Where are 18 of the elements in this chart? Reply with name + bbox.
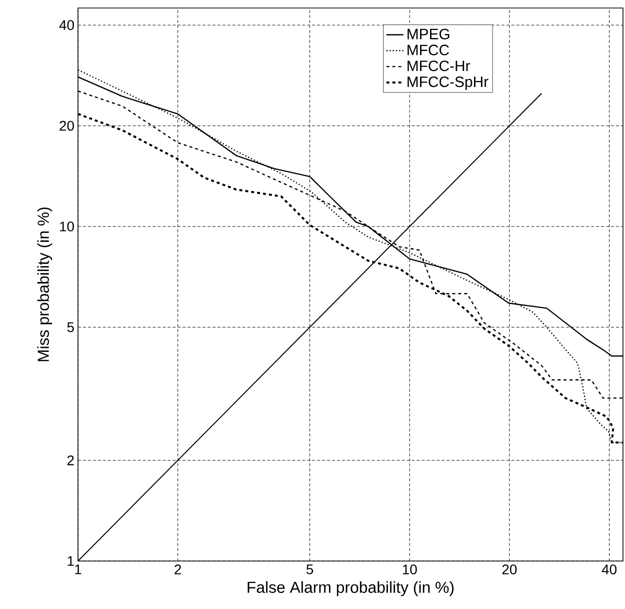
legend-label: MFCC-Hr — [408, 60, 470, 72]
y-tick-label: 1 — [68, 556, 74, 566]
x-axis-title: False Alarm probability (in %) — [248, 581, 454, 596]
x-tick-label: 5 — [306, 564, 314, 574]
x-tick-label: 2 — [174, 564, 181, 574]
legend-label: MFCC — [408, 44, 449, 56]
x-tick-label: 1 — [75, 564, 82, 574]
x-tick-label: 10 — [402, 564, 417, 574]
y-tick-label: 20 — [60, 120, 74, 131]
y-tick-label: 10 — [60, 222, 74, 232]
x-tick-label: 20 — [502, 564, 517, 574]
y-tick-label: 5 — [67, 322, 74, 332]
legend-label: MFCC-SpHr — [408, 76, 488, 90]
y-tick-label: 40 — [59, 20, 74, 30]
legend-label: MPEG — [408, 28, 450, 40]
y-tick-label: 2 — [67, 455, 74, 466]
y-axis-title: Miss probability (in %) — [37, 208, 52, 362]
x-tick-label: 40 — [602, 564, 616, 574]
